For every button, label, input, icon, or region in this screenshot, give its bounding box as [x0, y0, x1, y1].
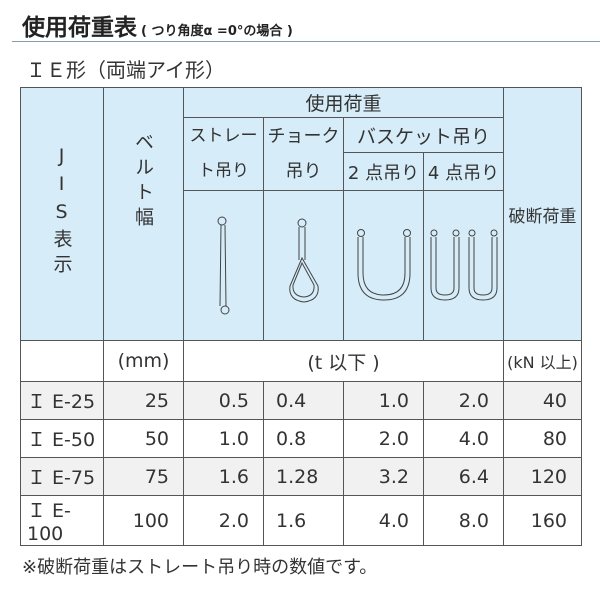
- cell-choke: 0.4: [263, 381, 344, 420]
- header-basket: バスケット吊り: [342, 117, 505, 153]
- cell-two-point: 3.2: [343, 457, 424, 496]
- title-note: ( つり角度α =0°の場合 ): [141, 24, 293, 39]
- cell-jis: Ｉ E-75: [20, 457, 104, 496]
- header-two-point: 2 点吊り: [343, 152, 424, 191]
- cell-four-point: 6.4: [422, 457, 505, 496]
- divider: [12, 41, 600, 42]
- header-choke: チョーク吊り: [263, 117, 344, 191]
- cell-two-point: 2.0: [343, 419, 424, 458]
- cell-jis: Ｉ E-100: [20, 495, 104, 546]
- table-row: Ｉ E-100 100 2.0 1.6 4.0 8.0 160: [20, 495, 583, 546]
- unit-breaking-load: (kN 以上): [503, 340, 583, 382]
- title-text: 使用荷重表: [22, 15, 137, 41]
- cell-two-point: 1.0: [343, 381, 424, 420]
- unit-working-load: (t 以下 ): [182, 340, 505, 382]
- header-jis: JIS表示: [20, 87, 104, 341]
- cell-width: 100: [103, 495, 184, 546]
- header-straight: ストレート吊り: [183, 117, 264, 191]
- unit-blank: [20, 340, 104, 382]
- footnote: ※破断荷重はストレート吊り時の数値です。: [22, 557, 378, 578]
- cell-choke: 0.8: [263, 419, 344, 458]
- cell-straight: 1.6: [183, 457, 264, 496]
- cell-jis: Ｉ E-25: [20, 381, 104, 420]
- page-title: 使用荷重表 ( つり角度α =0°の場合 ): [22, 8, 293, 42]
- cell-breaking: 160: [503, 495, 583, 546]
- header-breaking-load: 破断荷重: [503, 87, 583, 341]
- load-table: JIS表示 ベルト幅 使用荷重 破断荷重 ストレート吊り チョーク吊り バスケッ…: [20, 87, 583, 546]
- unit-belt-width: (mm): [103, 340, 184, 382]
- cell-breaking: 80: [503, 419, 583, 458]
- cell-two-point: 4.0: [343, 495, 424, 546]
- section-title: ＩＥ形（両端アイ形）: [26, 58, 225, 82]
- table-row: Ｉ E-50 50 1.0 0.8 2.0 4.0 80: [20, 419, 583, 458]
- cell-four-point: 4.0: [422, 419, 505, 458]
- straight-sling-icon: [183, 190, 264, 341]
- table-row: Ｉ E-25 25 0.5 0.4 1.0 2.0 40: [20, 381, 583, 420]
- cell-breaking: 40: [503, 381, 583, 420]
- cell-four-point: 2.0: [422, 381, 505, 420]
- cell-choke: 1.28: [263, 457, 344, 496]
- cell-choke: 1.6: [263, 495, 344, 546]
- cell-width: 50: [103, 419, 184, 458]
- header-working-load: 使用荷重: [182, 87, 505, 118]
- cell-jis: Ｉ E-50: [20, 419, 104, 458]
- cell-straight: 1.0: [183, 419, 264, 458]
- cell-width: 25: [103, 381, 184, 420]
- basket-2point-icon: [343, 190, 424, 341]
- cell-breaking: 120: [503, 457, 583, 496]
- choke-sling-icon: [263, 190, 344, 341]
- header-four-point: 4 点吊り: [422, 152, 505, 191]
- cell-straight: 0.5: [183, 381, 264, 420]
- cell-width: 75: [103, 457, 184, 496]
- table-row: Ｉ E-75 75 1.6 1.28 3.2 6.4 120: [20, 457, 583, 496]
- header-belt-width: ベルト幅: [103, 87, 184, 341]
- cell-four-point: 8.0: [422, 495, 505, 546]
- basket-4point-icon: [422, 190, 505, 341]
- cell-straight: 2.0: [183, 495, 264, 546]
